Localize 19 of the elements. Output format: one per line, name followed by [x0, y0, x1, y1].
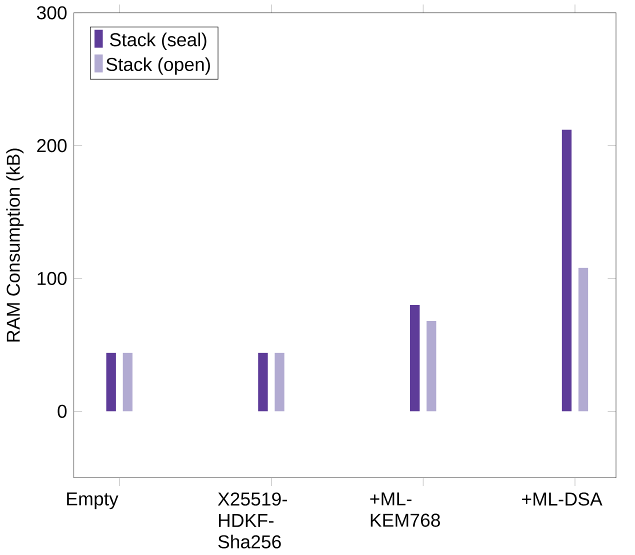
bar: [122, 353, 132, 412]
bar: [274, 353, 284, 412]
legend-label: Stack (seal): [110, 32, 206, 50]
x-tick-label: X25519-HDKF-Sha256: [218, 492, 288, 549]
y-tick-label: 0: [58, 404, 67, 418]
bar: [258, 353, 268, 412]
legend-label: Stack (open): [106, 58, 210, 75]
bar: [426, 321, 436, 412]
x-tick-label: +ML-DSA: [522, 492, 602, 506]
bar: [410, 305, 420, 412]
x-tick-label: Empty: [67, 492, 118, 510]
y-tick-label: 300: [36, 6, 67, 20]
bar: [562, 130, 572, 412]
bar: [578, 268, 588, 412]
y-axis-title: RAM Consumption (kB): [6, 148, 24, 342]
y-tick-label: 100: [38, 272, 67, 286]
y-tick-label: 200: [37, 139, 67, 152]
x-tick-label: +ML-KEM768: [370, 492, 440, 528]
bar: [106, 353, 116, 412]
